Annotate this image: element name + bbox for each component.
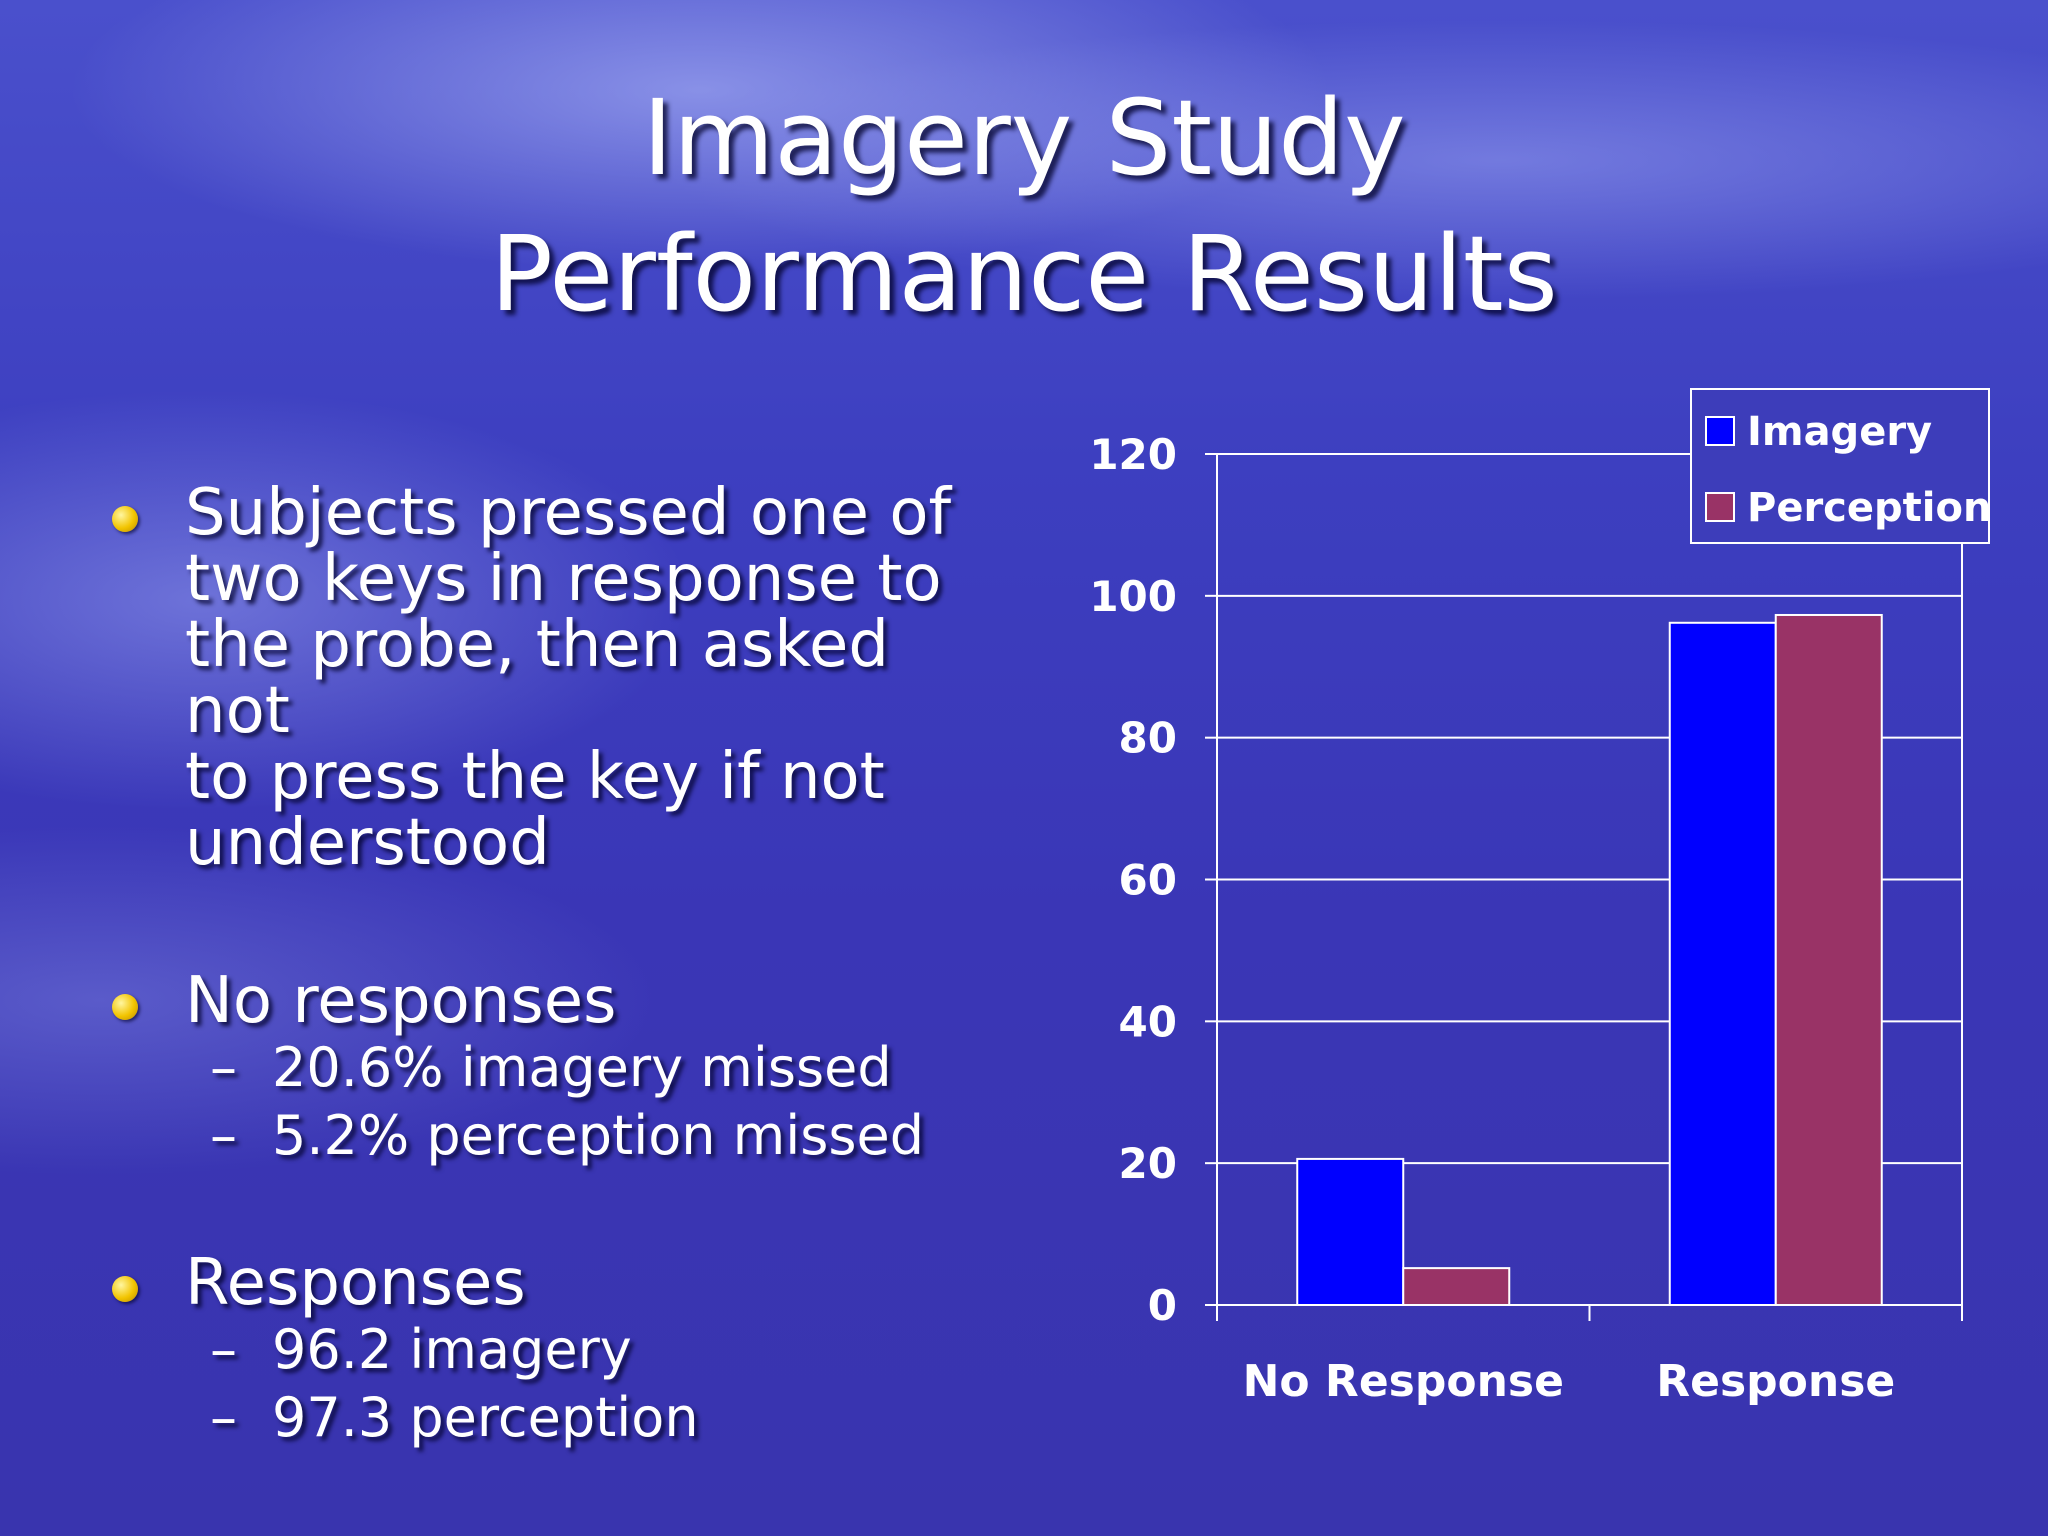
legend-box <box>1690 388 1990 544</box>
title-line-1: Imagery Study <box>642 77 1406 199</box>
sub-bullet-text: 20.6% imagery missed <box>272 1036 892 1099</box>
sub-bullet: – 20.6% imagery missed <box>110 1034 1010 1102</box>
slide-title: Imagery Study Performance Results <box>0 70 2048 342</box>
bullet-line: two keys in response to <box>185 542 942 616</box>
bullet-line: Responses <box>185 1246 526 1320</box>
y-tick-label: 80 <box>1119 714 1177 763</box>
legend-swatch <box>1705 492 1735 522</box>
bullet-item: Subjects pressed one of two keys in resp… <box>110 480 1010 876</box>
bullet-dot-icon <box>112 1276 138 1302</box>
bullet-item: No responses <box>110 968 1010 1034</box>
bullet-list: Subjects pressed one of two keys in resp… <box>110 480 1010 1452</box>
y-tick-label: 20 <box>1119 1139 1177 1188</box>
bullet-line: the probe, then asked not <box>185 608 890 748</box>
sub-bullet-text: 96.2 imagery <box>272 1318 632 1381</box>
sub-bullet: – 97.3 perception <box>110 1384 1010 1452</box>
sub-bullet: – 5.2% perception missed <box>110 1102 1010 1170</box>
bullet-line: No responses <box>185 964 617 1038</box>
legend-swatch <box>1705 416 1735 446</box>
bar-perception-0 <box>1402 1267 1511 1306</box>
x-category-label: No Response <box>1243 1356 1564 1407</box>
bullet-dot-icon <box>112 506 138 532</box>
bullet-line: understood <box>185 806 550 880</box>
sub-bullet-text: 97.3 perception <box>272 1386 699 1449</box>
y-tick-label: 40 <box>1119 997 1177 1046</box>
legend-label: Imagery <box>1747 409 1932 455</box>
legend-label: Perception <box>1747 485 1991 531</box>
y-tick-label: 0 <box>1148 1281 1177 1330</box>
sub-bullet: – 96.2 imagery <box>110 1316 1010 1384</box>
dash-icon: – <box>210 1386 237 1449</box>
y-tick-label: 100 <box>1089 572 1177 621</box>
y-tick-label: 120 <box>1089 430 1177 479</box>
y-tick-label: 60 <box>1119 856 1177 905</box>
dash-icon: – <box>210 1036 237 1099</box>
bar-imagery-1 <box>1668 621 1777 1306</box>
bar-perception-1 <box>1774 613 1883 1306</box>
sub-bullet-text: 5.2% perception missed <box>272 1104 925 1167</box>
bullet-line: to press the key if not <box>185 740 885 814</box>
bullet-dot-icon <box>112 994 138 1020</box>
title-line-2: Performance Results <box>490 213 1558 335</box>
bullet-line: Subjects pressed one of <box>185 476 951 550</box>
dash-icon: – <box>210 1104 237 1167</box>
dash-icon: – <box>210 1318 237 1381</box>
bar-imagery-0 <box>1296 1157 1405 1306</box>
bullet-item: Responses <box>110 1250 1010 1316</box>
x-category-label: Response <box>1656 1356 1895 1407</box>
